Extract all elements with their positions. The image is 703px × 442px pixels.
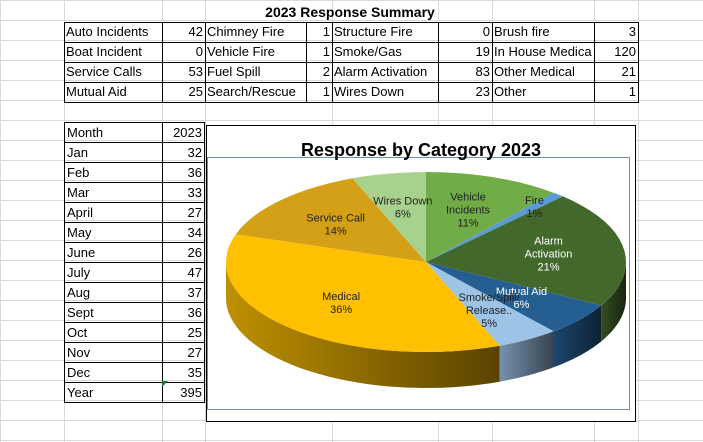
summary-label-cell[interactable]: Other Medical: [494, 64, 575, 79]
pie-slice-wires-down[interactable]: [352, 172, 426, 262]
summary-label-cell[interactable]: Auto Incidents: [66, 24, 149, 39]
pie-slice-smoke-spill-release-[interactable]: [426, 262, 554, 346]
summary-label-cell[interactable]: In House Medica: [494, 44, 592, 59]
summary-label-cell[interactable]: Fuel Spill: [207, 64, 261, 79]
pie-data-label[interactable]: Service Call 14%: [306, 212, 365, 237]
pie-slice-vehicle-incidents[interactable]: [426, 172, 554, 262]
summary-value-cell[interactable]: 1: [322, 84, 330, 99]
summary-value-cell[interactable]: 3: [628, 24, 636, 39]
summary-label-cell[interactable]: Search/Rescue: [207, 84, 296, 99]
summary-value-cell[interactable]: 83: [475, 64, 490, 79]
summary-value-cell[interactable]: 2: [322, 64, 330, 79]
pie-slice-service-call[interactable]: [235, 178, 426, 262]
summary-value-cell[interactable]: 0: [195, 44, 203, 59]
summary-label-cell[interactable]: Mutual Aid: [66, 84, 127, 99]
summary-value-cell[interactable]: 120: [614, 44, 636, 59]
summary-label-cell[interactable]: Brush fire: [494, 24, 550, 39]
pie-slice-medical[interactable]: [226, 234, 500, 352]
summary-label-cell[interactable]: Vehicle Fire: [207, 44, 275, 59]
column-divider: [205, 0, 206, 442]
summary-value-cell[interactable]: 1: [322, 24, 330, 39]
summary-label-cell[interactable]: Alarm Activation: [334, 64, 428, 79]
pie-side-4: [499, 331, 554, 382]
summary-value-cell[interactable]: 53: [188, 64, 203, 79]
summary-value-cell[interactable]: 21: [621, 64, 636, 79]
summary-value-cell[interactable]: 1: [322, 44, 330, 59]
summary-label-cell[interactable]: Wires Down: [334, 84, 405, 99]
summary-cell-border: [64, 42, 639, 43]
pie-data-label[interactable]: Mutual Aid 6%: [496, 286, 547, 311]
summary-value-cell[interactable]: 0: [482, 24, 490, 39]
pie-data-label[interactable]: Vehicle Incidents 11%: [446, 192, 491, 230]
column-divider: [638, 0, 639, 442]
pie-side-3: [553, 305, 602, 368]
pie-data-label[interactable]: Medical 36%: [322, 291, 360, 316]
pie-sides: [226, 262, 626, 388]
pie-slice-alarm-activation[interactable]: [426, 196, 626, 306]
pie-side-5: [226, 262, 500, 388]
pie-data-label[interactable]: Alarm Activation 21%: [525, 235, 573, 273]
pie-data-label[interactable]: Wires Down 6%: [373, 196, 432, 221]
chart-title[interactable]: Response by Category 2023: [300, 140, 542, 160]
error-indicator-icon: [162, 381, 168, 387]
plot-area[interactable]: [207, 157, 630, 410]
summary-label-cell[interactable]: Service Calls: [66, 64, 142, 79]
summary-label-cell[interactable]: Boat Incident: [66, 44, 142, 59]
summary-cell-border: [64, 82, 639, 83]
summary-label-cell[interactable]: Structure Fire: [334, 24, 413, 39]
summary-label-cell[interactable]: Other: [494, 84, 527, 99]
summary-value-cell[interactable]: 23: [475, 84, 490, 99]
pie-data-label[interactable]: Fire 1%: [525, 195, 544, 220]
summary-label-cell[interactable]: Smoke/Gas: [334, 44, 402, 59]
pie-side-2: [601, 262, 626, 342]
summary-value-cell[interactable]: 19: [475, 44, 490, 59]
summary-cell-border: [64, 62, 639, 63]
summary-value-cell[interactable]: 42: [188, 24, 203, 39]
pie-data-label[interactable]: Smoke/Spill/Release.. 5%: [459, 292, 521, 330]
summary-label-cell[interactable]: Chimney Fire: [207, 24, 285, 39]
month-value-cell[interactable]: 395: [162, 382, 205, 403]
pie-slice-mutual-aid[interactable]: [426, 262, 602, 332]
summary-value-cell[interactable]: 1: [628, 84, 636, 99]
summary-title[interactable]: 2023 Response Summary: [265, 4, 435, 20]
pie-slice-fire[interactable]: [426, 192, 563, 262]
summary-value-cell[interactable]: 25: [188, 84, 203, 99]
